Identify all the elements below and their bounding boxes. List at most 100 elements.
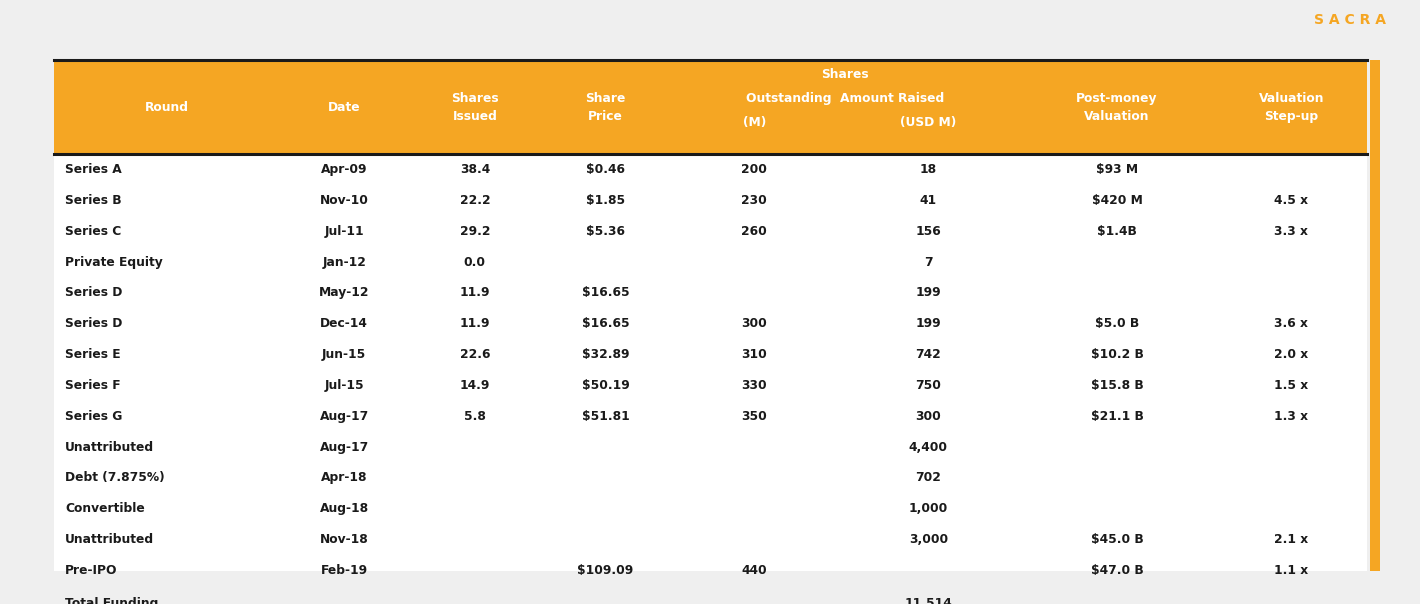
Text: Jun-15: Jun-15 bbox=[322, 348, 366, 361]
Text: $0.46: $0.46 bbox=[586, 163, 625, 176]
Text: Aug-17: Aug-17 bbox=[320, 440, 369, 454]
Text: 742: 742 bbox=[916, 348, 941, 361]
Text: 230: 230 bbox=[741, 194, 767, 207]
Text: $50.19: $50.19 bbox=[582, 379, 629, 392]
Text: 1.5 x: 1.5 x bbox=[1274, 379, 1308, 392]
Text: $5.0 B: $5.0 B bbox=[1095, 317, 1139, 330]
Text: Nov-10: Nov-10 bbox=[320, 194, 369, 207]
Text: 4.5 x: 4.5 x bbox=[1274, 194, 1308, 207]
Text: 300: 300 bbox=[741, 317, 767, 330]
Text: Jan-12: Jan-12 bbox=[322, 255, 366, 269]
Text: 260: 260 bbox=[741, 225, 767, 238]
Text: $47.0 B: $47.0 B bbox=[1091, 564, 1143, 577]
Text: Outstanding  Amount Raised: Outstanding Amount Raised bbox=[746, 92, 944, 105]
Text: 199: 199 bbox=[916, 286, 941, 300]
Text: 156: 156 bbox=[916, 225, 941, 238]
Text: Aug-17: Aug-17 bbox=[320, 410, 369, 423]
Text: May-12: May-12 bbox=[320, 286, 369, 300]
Text: 440: 440 bbox=[741, 564, 767, 577]
Text: Aug-18: Aug-18 bbox=[320, 503, 369, 515]
Text: Series C: Series C bbox=[65, 225, 122, 238]
Text: $51.81: $51.81 bbox=[582, 410, 629, 423]
Text: Series G: Series G bbox=[65, 410, 122, 423]
Text: Dec-14: Dec-14 bbox=[321, 317, 368, 330]
Text: $10.2 B: $10.2 B bbox=[1091, 348, 1143, 361]
Text: 11,514: 11,514 bbox=[905, 597, 953, 604]
Text: Total Funding: Total Funding bbox=[65, 597, 159, 604]
Text: Convertible: Convertible bbox=[65, 503, 145, 515]
Text: 2.0 x: 2.0 x bbox=[1274, 348, 1308, 361]
FancyBboxPatch shape bbox=[1370, 60, 1380, 604]
Text: Date: Date bbox=[328, 100, 361, 114]
Text: $16.65: $16.65 bbox=[582, 286, 629, 300]
Text: Private Equity: Private Equity bbox=[65, 255, 163, 269]
Text: (M): (M) bbox=[743, 116, 765, 129]
Text: Valuation
Step-up: Valuation Step-up bbox=[1258, 92, 1323, 123]
Text: 1,000: 1,000 bbox=[909, 503, 949, 515]
Text: Jul-15: Jul-15 bbox=[324, 379, 364, 392]
Text: 702: 702 bbox=[916, 471, 941, 484]
Text: Series A: Series A bbox=[65, 163, 122, 176]
Text: $1.4B: $1.4B bbox=[1098, 225, 1137, 238]
Text: Apr-09: Apr-09 bbox=[321, 163, 368, 176]
Text: 14.9: 14.9 bbox=[460, 379, 490, 392]
Text: 3.6 x: 3.6 x bbox=[1274, 317, 1308, 330]
Text: Round: Round bbox=[145, 100, 189, 114]
Text: 350: 350 bbox=[741, 410, 767, 423]
Text: 18: 18 bbox=[920, 163, 937, 176]
Text: Share
Price: Share Price bbox=[585, 92, 626, 123]
Text: Shares: Shares bbox=[821, 68, 869, 82]
Text: 1.3 x: 1.3 x bbox=[1274, 410, 1308, 423]
Text: $21.1 B: $21.1 B bbox=[1091, 410, 1143, 423]
Text: 0.0: 0.0 bbox=[464, 255, 486, 269]
Text: 22.2: 22.2 bbox=[460, 194, 490, 207]
Text: 22.6: 22.6 bbox=[460, 348, 490, 361]
Text: 5.8: 5.8 bbox=[464, 410, 486, 423]
Text: 29.2: 29.2 bbox=[460, 225, 490, 238]
Text: $1.85: $1.85 bbox=[586, 194, 625, 207]
Text: $15.8 B: $15.8 B bbox=[1091, 379, 1143, 392]
Text: $109.09: $109.09 bbox=[578, 564, 633, 577]
Text: 11.9: 11.9 bbox=[460, 317, 490, 330]
Text: Series E: Series E bbox=[65, 348, 121, 361]
Text: $16.65: $16.65 bbox=[582, 317, 629, 330]
Text: 330: 330 bbox=[741, 379, 767, 392]
Text: Pre-IPO: Pre-IPO bbox=[65, 564, 118, 577]
Text: 4,400: 4,400 bbox=[909, 440, 949, 454]
Text: 7: 7 bbox=[924, 255, 933, 269]
Text: Series D: Series D bbox=[65, 286, 122, 300]
Text: Series D: Series D bbox=[65, 317, 122, 330]
Text: 300: 300 bbox=[916, 410, 941, 423]
Text: 1.1 x: 1.1 x bbox=[1274, 564, 1308, 577]
Text: $5.36: $5.36 bbox=[586, 225, 625, 238]
Text: 11.9: 11.9 bbox=[460, 286, 490, 300]
Text: $93 M: $93 M bbox=[1096, 163, 1139, 176]
Text: 310: 310 bbox=[741, 348, 767, 361]
Text: Nov-18: Nov-18 bbox=[320, 533, 369, 546]
Text: 750: 750 bbox=[916, 379, 941, 392]
Text: 3.3 x: 3.3 x bbox=[1274, 225, 1308, 238]
Text: 41: 41 bbox=[920, 194, 937, 207]
Text: 2.1 x: 2.1 x bbox=[1274, 533, 1308, 546]
Text: Debt (7.875%): Debt (7.875%) bbox=[65, 471, 165, 484]
Text: Series B: Series B bbox=[65, 194, 122, 207]
Text: Feb-19: Feb-19 bbox=[321, 564, 368, 577]
Text: $45.0 B: $45.0 B bbox=[1091, 533, 1143, 546]
Text: 3,000: 3,000 bbox=[909, 533, 949, 546]
Text: S A C R A: S A C R A bbox=[1314, 13, 1386, 27]
FancyBboxPatch shape bbox=[54, 60, 1367, 154]
Text: Unattributed: Unattributed bbox=[65, 533, 155, 546]
Text: Shares
Issued: Shares Issued bbox=[452, 92, 498, 123]
Text: Apr-18: Apr-18 bbox=[321, 471, 368, 484]
Text: 199: 199 bbox=[916, 317, 941, 330]
FancyBboxPatch shape bbox=[54, 154, 1367, 604]
Text: Series F: Series F bbox=[65, 379, 121, 392]
Text: (USD M): (USD M) bbox=[900, 116, 957, 129]
Text: 38.4: 38.4 bbox=[460, 163, 490, 176]
Text: Post-money
Valuation: Post-money Valuation bbox=[1076, 92, 1157, 123]
Text: $420 M: $420 M bbox=[1092, 194, 1143, 207]
Text: Unattributed: Unattributed bbox=[65, 440, 155, 454]
Text: Jul-11: Jul-11 bbox=[324, 225, 364, 238]
Text: $32.89: $32.89 bbox=[582, 348, 629, 361]
Text: 200: 200 bbox=[741, 163, 767, 176]
